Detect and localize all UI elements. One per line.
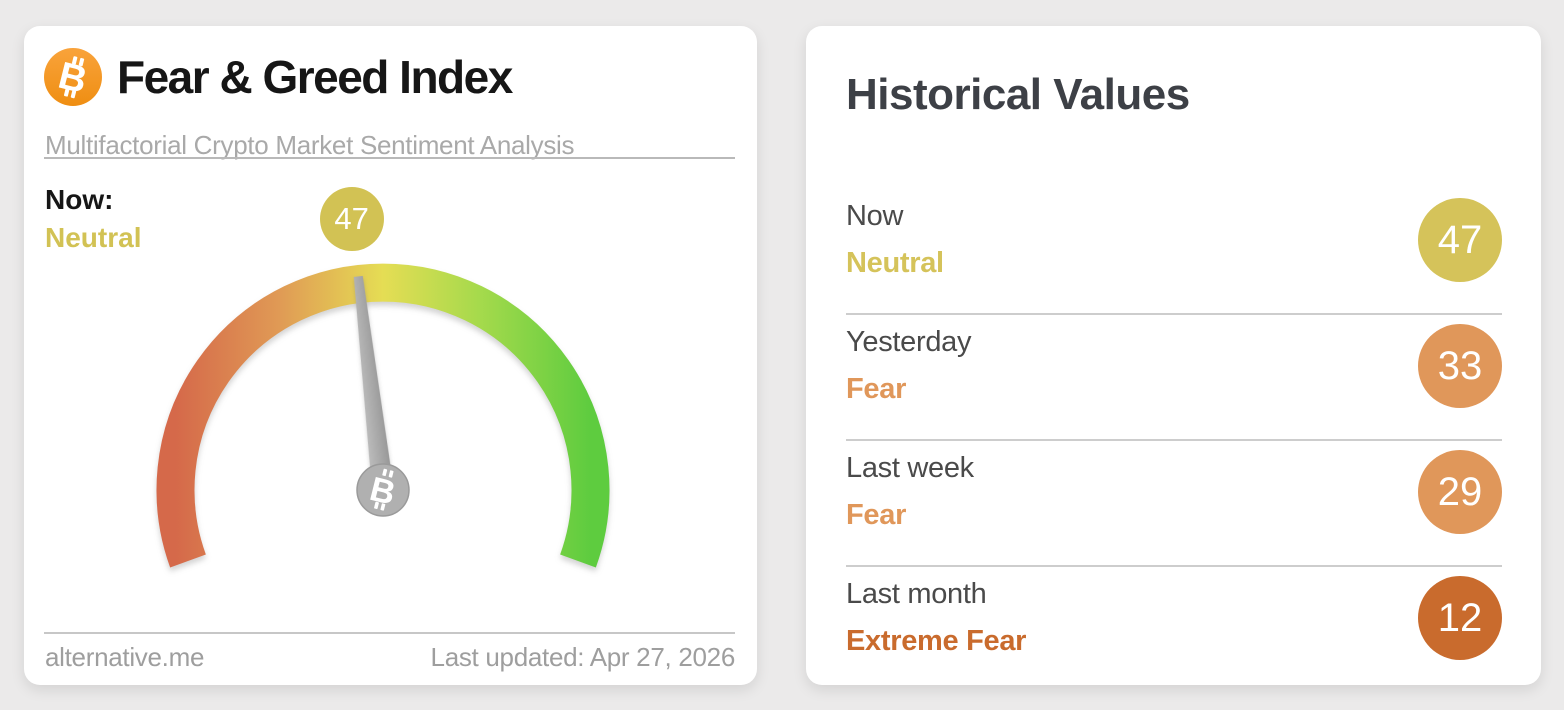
gauge-value-badge: 47 — [319, 186, 384, 251]
value-badge: 47 — [1418, 198, 1502, 282]
gauge-arc — [156, 263, 610, 568]
historical-value-row: Last week Fear 29 — [846, 439, 1502, 565]
sentiment-label: Fear — [846, 373, 907, 405]
historical-values-list: Now Neutral 47 Yesterday Fear 33 Last we… — [846, 189, 1502, 691]
source-link[interactable]: alternative.me — [45, 642, 205, 672]
header-divider — [44, 157, 735, 159]
value-badge: 29 — [1418, 450, 1502, 534]
sentiment-label: Fear — [846, 499, 907, 531]
now-label: Now: — [45, 184, 114, 215]
historical-values-title: Historical Values — [846, 70, 1190, 119]
page-title: Fear & Greed Index — [117, 51, 513, 103]
period-label: Now — [846, 200, 904, 232]
subtitle: Multifactorial Crypto Market Sentiment A… — [45, 130, 575, 160]
period-label: Last week — [846, 452, 974, 484]
last-updated-text: Last updated: Apr 27, 2026 — [430, 642, 736, 672]
gauge-chart: B — [156, 263, 610, 568]
period-label: Yesterday — [846, 326, 972, 358]
gauge-needle — [353, 275, 395, 494]
sentiment-label: Neutral — [846, 247, 944, 279]
footer-divider — [44, 632, 735, 634]
value-badge: 33 — [1418, 324, 1502, 408]
gauge-hub-bitcoin-icon: B — [356, 463, 410, 517]
historical-value-row: Yesterday Fear 33 — [846, 313, 1502, 439]
historical-value-row: Now Neutral 47 — [846, 189, 1502, 313]
card-footer: alternative.me Last updated: Apr 27, 202… — [45, 642, 735, 673]
fear-greed-card: B Fear & Greed Index Multifactorial Cryp… — [24, 26, 757, 685]
sentiment-label: Extreme Fear — [846, 625, 1027, 657]
period-label: Last month — [846, 578, 987, 610]
value-badge: 12 — [1418, 576, 1502, 660]
fear-greed-header: B Fear & Greed Index — [44, 48, 513, 106]
historical-values-card: Historical Values Now Neutral 47 Yesterd… — [806, 26, 1541, 685]
current-sentiment-block: Now: Neutral — [45, 181, 141, 257]
svg-text:B: B — [366, 470, 399, 513]
historical-value-row: Last month Extreme Fear 12 — [846, 565, 1502, 691]
now-sentiment-value: Neutral — [45, 222, 142, 253]
bitcoin-icon: B — [44, 48, 102, 106]
